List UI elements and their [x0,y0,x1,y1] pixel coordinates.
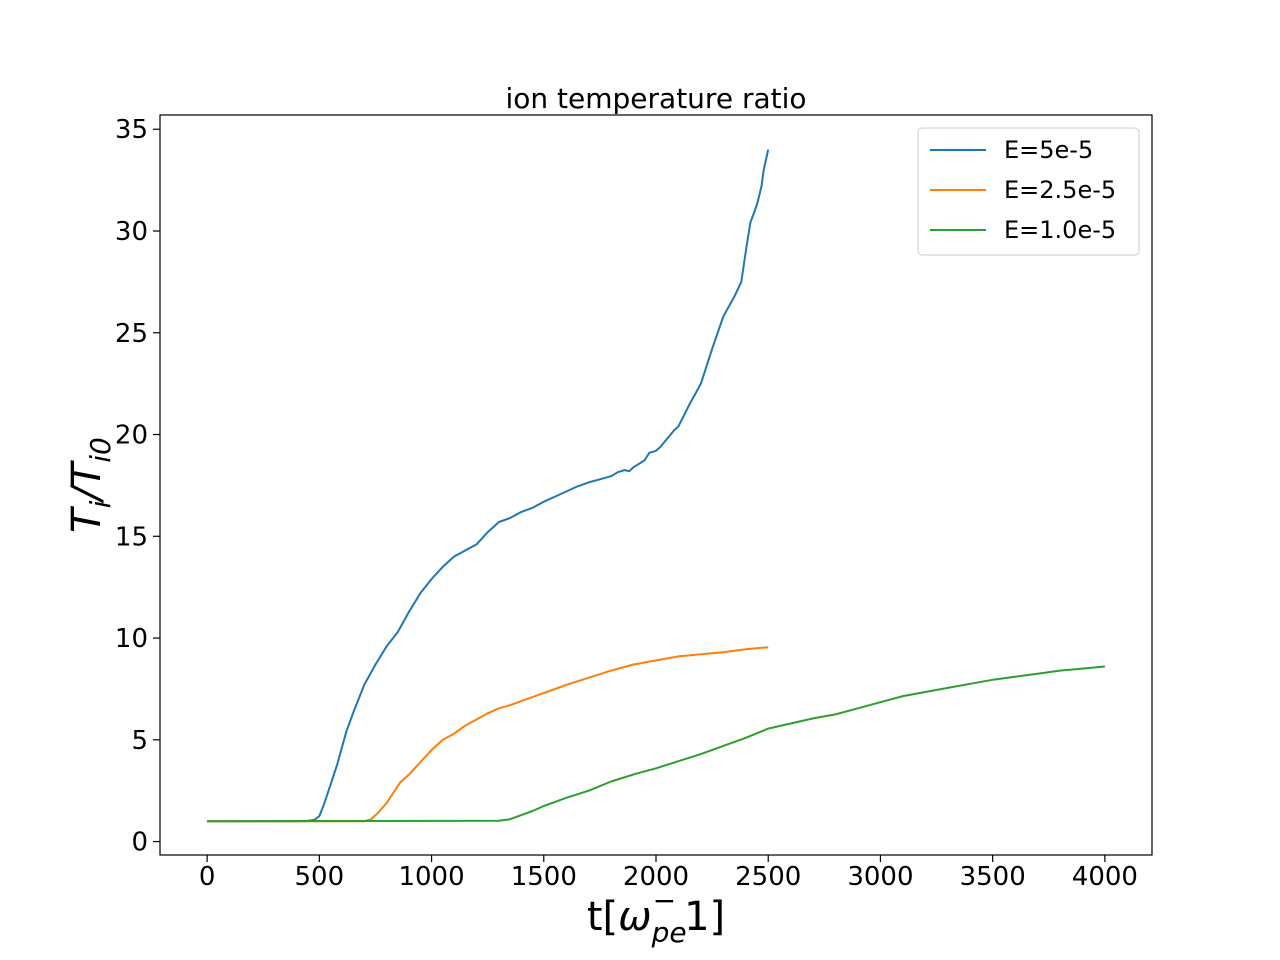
y-tick-label: 10 [115,624,148,654]
y-tick-label: 30 [115,217,148,247]
series-line-3 [207,665,1105,823]
series-line-2 [207,646,769,823]
y-tick-label: 5 [131,726,148,756]
x-tick-label: 3000 [847,862,913,892]
y-tick-label: 15 [115,522,148,552]
x-axis: 0 500 1000 1500 2000 2500 3000 3500 4000 [199,855,1138,892]
y-tick-label: 25 [115,319,148,349]
x-tick-label: 1000 [398,862,464,892]
x-axis-label-tail: 1] [684,894,725,940]
x-tick-label: 2000 [623,862,689,892]
y-tick-label: 20 [115,421,148,451]
x-axis-label: t[ωpe− 1] [587,884,725,949]
x-tick-label: 0 [199,862,216,892]
x-axis-label-omega: ω [618,894,652,940]
y-axis-label-sub1: i [84,500,117,508]
x-tick-label: 3500 [960,862,1026,892]
x-tick-label: 4000 [1072,862,1138,892]
x-tick-label: 1500 [511,862,577,892]
x-tick-label: 500 [295,862,345,892]
y-axis-label: Ti/Ti0 [64,437,117,533]
y-tick-label: 35 [115,115,148,145]
series-line-1 [207,149,770,823]
legend-label-3: E=1.0e-5 [1004,216,1116,244]
legend: E=5e-5 E=2.5e-5 E=1.0e-5 [917,127,1140,256]
x-tick-label: 2500 [735,862,801,892]
y-axis-label-main: T [64,505,110,533]
legend-box [917,127,1140,256]
series-lines [207,149,1105,823]
legend-label-2: E=2.5e-5 [1004,176,1116,204]
x-axis-label-main: t[ [587,894,618,940]
chart-title: ion temperature ratio [505,82,806,115]
y-tick-label: 0 [131,828,148,858]
x-axis-label-sub: pe [651,916,687,949]
y-axis-label-sub2: i0 [84,437,117,463]
x-axis-label-sup: − [653,884,676,917]
y-axis-label-slash: /T [64,459,110,503]
y-axis: 0 5 10 15 20 25 30 35 [115,115,160,858]
legend-label-1: E=5e-5 [1004,136,1093,164]
